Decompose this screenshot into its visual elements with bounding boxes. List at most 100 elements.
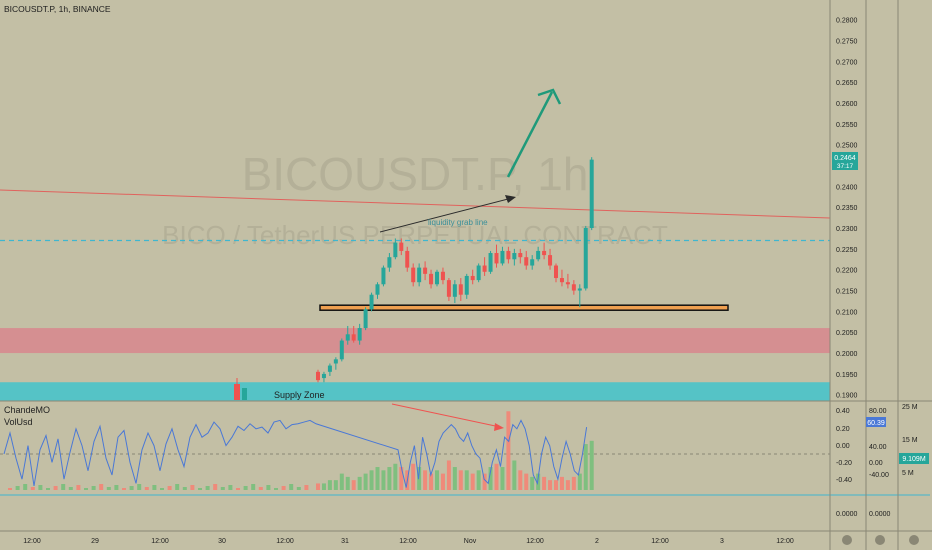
volume-bar — [381, 470, 386, 490]
osc-value-text: 60.39 — [867, 420, 885, 427]
vol-value-badge — [899, 453, 929, 464]
volume-bar — [345, 476, 350, 490]
price-tick-label: 0.2150 — [836, 289, 858, 296]
volume-bar — [548, 480, 553, 490]
candle-body — [357, 328, 362, 341]
volume-bar — [220, 487, 225, 490]
candle-body — [387, 257, 392, 268]
volume-bar — [387, 467, 392, 490]
price-tick-label: 0.2700 — [836, 59, 858, 66]
candle-body — [423, 267, 428, 274]
pane-label-volusd: VolUsd — [4, 417, 33, 427]
volume-bar — [137, 484, 142, 490]
volume-tick-label: 15 M — [902, 437, 918, 444]
candle-body — [393, 242, 398, 258]
osc-right-tick-label: -40.00 — [869, 472, 889, 479]
price-tick-label: 0.2350 — [836, 205, 858, 212]
volume-bar — [476, 470, 481, 490]
volume-bar — [435, 470, 439, 490]
price-scale-ticks: 0.2800 0.2750 0.2700 0.2650 0.2600 0.2550 0.25… — [836, 18, 858, 400]
osc-bottom-tick-2: 0.0000 — [869, 511, 891, 518]
supply-zone-label: Supply Zone — [274, 390, 325, 400]
volume-bar — [559, 476, 564, 490]
volume-bar — [506, 411, 511, 490]
volume-bar — [512, 460, 517, 490]
price-tick-label: 0.2800 — [836, 18, 858, 25]
volume-bar — [258, 487, 263, 490]
volume-bar — [251, 484, 256, 490]
price-tick-label: 0.2100 — [836, 309, 858, 316]
settings-button[interactable] — [842, 535, 852, 545]
volume-bar — [542, 476, 547, 490]
volume-bar — [23, 484, 28, 490]
candle-body — [530, 259, 535, 266]
liquidity-grab-line — [379, 197, 513, 233]
candle-body — [518, 253, 523, 258]
volume-bar — [571, 476, 576, 490]
price-tick-label: 0.2750 — [836, 38, 858, 45]
volume-bar — [228, 485, 233, 490]
candle-body — [476, 265, 481, 281]
current-price-badge — [832, 152, 858, 170]
volume-bar — [440, 473, 445, 490]
volume-bar — [554, 480, 558, 490]
time-axis-label: 12:00 — [526, 538, 544, 545]
volume-bar — [357, 476, 362, 490]
price-tick-label: 0.2000 — [836, 351, 858, 358]
osc-tick-label: 0.40 — [836, 408, 850, 415]
symbol-header[interactable]: BICOUSDT.P, 1h, BINANCE — [4, 4, 111, 14]
time-axis-label: 12:00 — [776, 538, 794, 545]
osc-tick-label: -0.40 — [836, 477, 852, 484]
volume-bar — [84, 488, 88, 490]
candle-body — [375, 284, 380, 295]
volume-bar — [236, 488, 240, 490]
volume-bar — [464, 470, 469, 490]
volume-bar — [417, 467, 422, 490]
osc-tick-label: 0.20 — [836, 426, 850, 433]
candle-body — [369, 294, 374, 310]
volume-bar — [243, 486, 248, 490]
watermark-ticker: BICOUSDT.P, 1h — [242, 148, 589, 200]
osc-bottom-tick-1: 0.0000 — [836, 511, 858, 518]
candle-body — [464, 275, 469, 295]
candle-body — [321, 373, 326, 379]
candle-body — [316, 371, 320, 381]
price-tick-label: 0.1950 — [836, 372, 858, 379]
auto-scale-button[interactable] — [875, 535, 885, 545]
time-axis-label: 12:00 — [399, 538, 417, 545]
volume-bar — [458, 470, 463, 490]
candles-layer — [316, 157, 594, 383]
candle-body — [333, 359, 338, 364]
candle-body — [327, 365, 332, 372]
candle-body — [506, 250, 511, 260]
candle-body — [488, 253, 493, 272]
volume-bar — [363, 473, 368, 490]
time-axis-label: 3 — [720, 538, 724, 545]
osc-tick-label: -0.20 — [836, 460, 852, 467]
candle-body — [470, 275, 475, 281]
price-tick-label: 0.2550 — [836, 122, 858, 129]
support-level-box[interactable] — [319, 304, 729, 311]
volume-bar — [76, 485, 81, 490]
divergence-line — [391, 403, 501, 428]
candle-body — [577, 288, 582, 291]
candle-body — [482, 265, 487, 272]
candle-body — [405, 250, 410, 268]
candle-body — [458, 284, 463, 295]
log-scale-button[interactable] — [909, 535, 919, 545]
volume-bar — [423, 470, 428, 490]
volume-bar — [175, 484, 180, 490]
volume-bar — [167, 486, 172, 490]
volume-bar — [488, 467, 493, 490]
volume-bar — [536, 473, 541, 490]
volume-bar — [393, 463, 398, 490]
volume-bar — [375, 467, 380, 490]
liquidity-grab-label: liquidity grab line — [428, 218, 488, 227]
volume-bar — [205, 486, 210, 490]
volume-bar — [470, 473, 475, 490]
candle-body — [435, 271, 439, 285]
volume-bar — [518, 470, 523, 490]
volume-bar — [500, 467, 505, 490]
